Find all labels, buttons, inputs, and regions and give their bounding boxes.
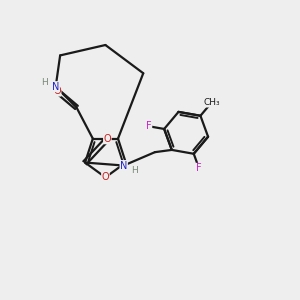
Text: F: F	[196, 163, 202, 173]
Text: N: N	[120, 160, 127, 170]
Text: O: O	[102, 172, 109, 182]
Text: N: N	[52, 82, 59, 92]
Text: H: H	[41, 78, 48, 87]
Text: O: O	[53, 86, 61, 96]
Text: O: O	[103, 134, 111, 144]
Text: H: H	[131, 167, 137, 176]
Text: CH₃: CH₃	[203, 98, 220, 107]
Text: F: F	[146, 121, 152, 131]
